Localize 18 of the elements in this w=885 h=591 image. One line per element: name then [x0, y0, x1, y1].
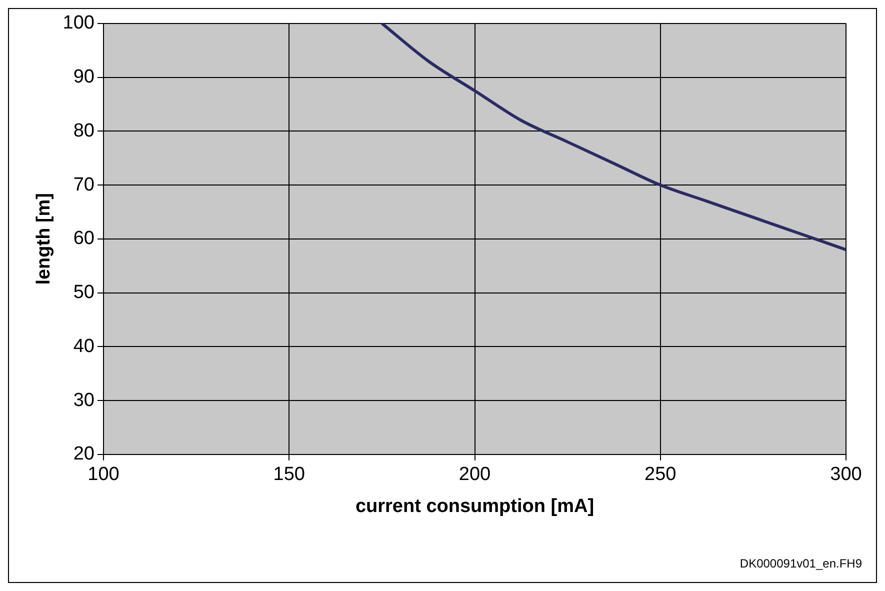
x-axis-title: current consumption [mA] — [355, 496, 594, 517]
y-axis-title: length [m] — [34, 192, 55, 285]
x-tick-label: 250 — [644, 464, 676, 486]
y-tick-label: 80 — [73, 120, 94, 142]
y-tick-label: 40 — [73, 336, 94, 357]
text: DK000091v01_en.FH9 — [740, 556, 862, 570]
y-tick-label: 70 — [73, 174, 94, 196]
x-tick-label: 200 — [458, 464, 491, 486]
x-tick-label: 150 — [273, 464, 305, 486]
x-tick-label: 100 — [88, 464, 120, 486]
y-tick-label: 90 — [73, 66, 94, 88]
y-tick-label: 20 — [73, 444, 94, 465]
line-series — [380, 23, 846, 252]
y-tick-label: 50 — [73, 282, 94, 304]
y-tick-label: 60 — [73, 228, 94, 250]
x-tick-label: 300 — [830, 464, 862, 486]
y-tick-label: 30 — [73, 390, 94, 411]
y-tick-label: 100 — [62, 12, 94, 34]
